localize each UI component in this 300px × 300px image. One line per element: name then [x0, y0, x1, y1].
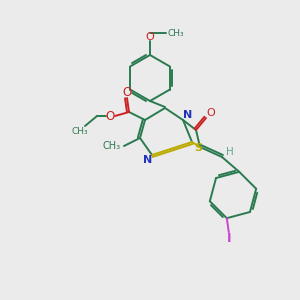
Text: CH₃: CH₃ [103, 141, 121, 151]
Text: N: N [143, 155, 153, 165]
Text: H: H [226, 147, 234, 157]
Text: N: N [183, 110, 193, 120]
Text: S: S [194, 143, 202, 153]
Text: CH₃: CH₃ [72, 127, 88, 136]
Text: I: I [226, 232, 231, 245]
Text: CH₃: CH₃ [168, 28, 184, 38]
Text: O: O [122, 85, 132, 98]
Text: O: O [207, 108, 215, 118]
Text: O: O [146, 32, 154, 42]
Text: O: O [105, 110, 115, 122]
